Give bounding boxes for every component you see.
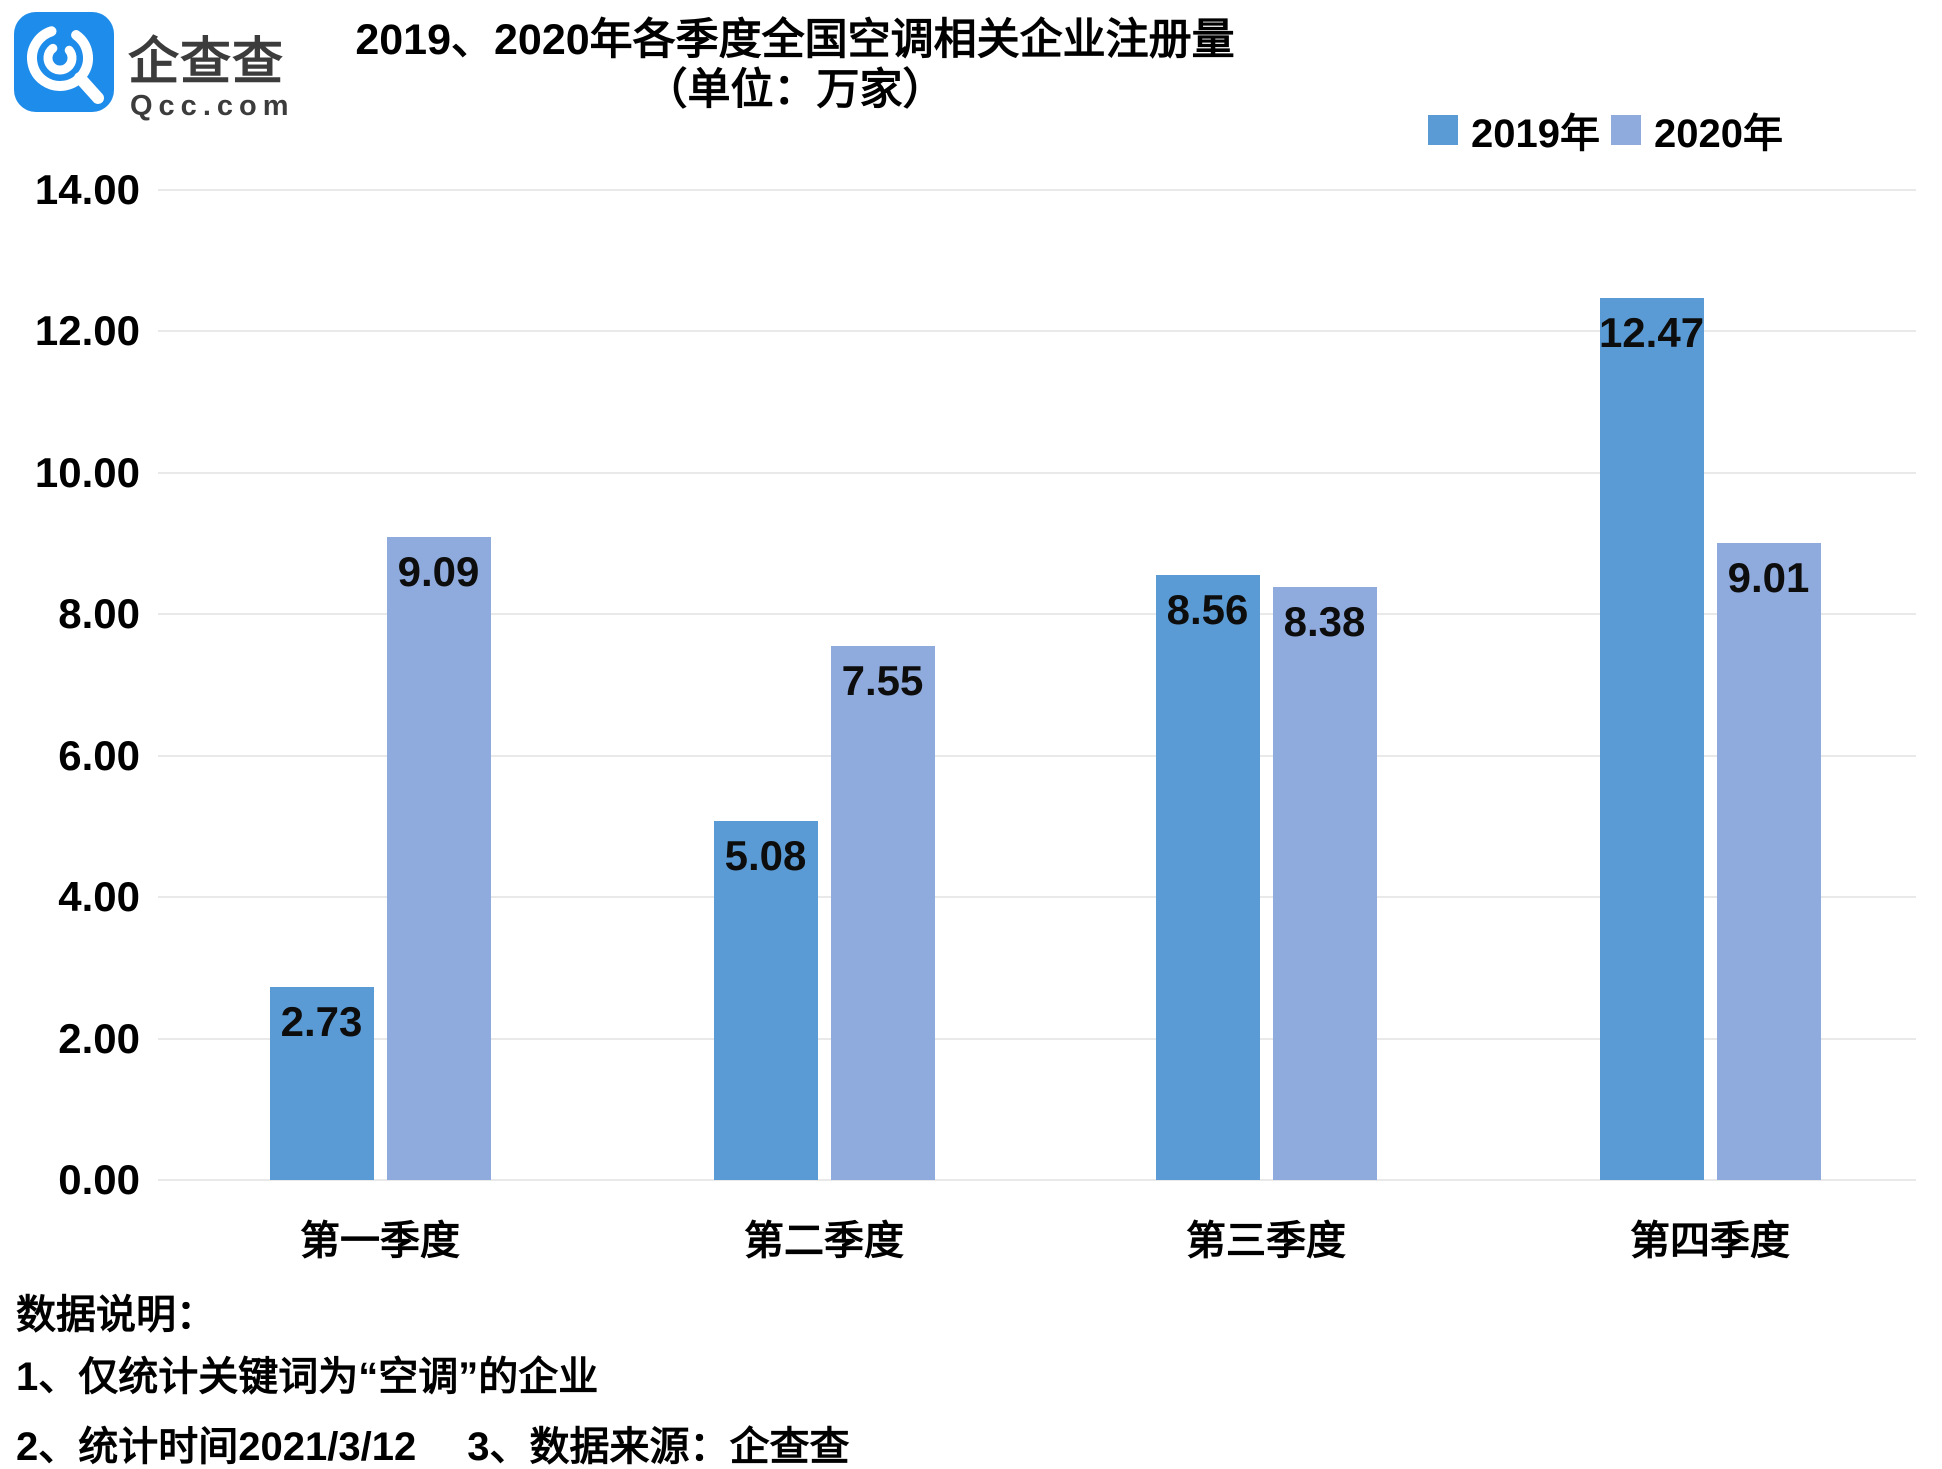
chart-subtitle: （单位：万家） (644, 66, 946, 114)
y-tick-label-10: 10.00 (34, 448, 140, 496)
legend-swatch-2019 (1428, 115, 1458, 145)
category-label-q3: 第三季度 (1186, 1219, 1346, 1263)
bar-2019年-q1 (269, 986, 374, 1180)
category-label-q2: 第二季度 (744, 1219, 904, 1263)
footer-note-2: 2、统计时间2021/3/12 3、数据来源：企查查 (16, 1425, 850, 1469)
footer-heading: 数据说明： (16, 1293, 216, 1337)
gridline-0 (158, 1179, 1916, 1181)
bar-value-label-2019年-q2: 5.08 (724, 831, 807, 879)
bar-value-label-2020年-q4: 9.01 (1727, 553, 1810, 601)
category-label-q1: 第一季度 (300, 1219, 460, 1263)
bar-2019年-q4 (1599, 298, 1704, 1180)
y-tick-label-14: 14.00 (34, 166, 140, 213)
gridline-8 (158, 613, 1916, 616)
gridline-14 (158, 189, 1916, 191)
bar-value-label-2020年-q3: 8.38 (1283, 598, 1366, 646)
bar-value-label-2019年-q4: 12.47 (1598, 309, 1705, 357)
legend-label-2019: 2019年 (1471, 112, 1600, 156)
brand-domain: Qcc.com (130, 90, 295, 122)
bar-value-label-2019年-q3: 8.56 (1166, 585, 1249, 633)
gridline-10 (158, 471, 1916, 474)
gridline-4 (158, 896, 1916, 899)
category-label-q4: 第四季度 (1630, 1219, 1790, 1263)
bar-2020年-q2 (830, 646, 935, 1180)
qcc-logo-icon (14, 12, 114, 112)
bar-value-label-2020年-q2: 7.55 (841, 657, 924, 705)
footer-note-1: 1、仅统计关键词为“空调”的企业 (16, 1355, 599, 1399)
chart-title: 2019、2020年各季度全国空调相关企业注册量 (355, 16, 1235, 64)
bar-value-label-2019年-q1: 2.73 (280, 997, 363, 1045)
legend-item-2020: 2020年 (1610, 101, 1783, 159)
gridline-12 (158, 330, 1916, 333)
bar-2019年-q2 (713, 820, 818, 1180)
y-tick-label-6: 6.00 (58, 731, 140, 779)
gridline-6 (158, 754, 1916, 757)
bar-2019年-q3 (1155, 574, 1260, 1180)
brand-name: 企查查 (128, 33, 285, 90)
legend-label-2020: 2020年 (1653, 112, 1783, 156)
y-tick-label-0: 0.00 (58, 1156, 140, 1203)
legend-swatch-2020 (1610, 115, 1641, 145)
y-tick-label-12: 12.00 (34, 307, 140, 355)
bar-value-label-2020年-q1: 9.09 (397, 548, 480, 596)
y-tick-label-2: 2.00 (58, 1014, 140, 1062)
y-tick-label-8: 8.00 (58, 590, 140, 638)
gridline-2 (158, 1037, 1916, 1040)
chart-legend: 2019年 2020年 (1428, 108, 1783, 156)
bar-2020年-q4 (1716, 542, 1821, 1180)
y-tick-label-4: 4.00 (58, 873, 140, 921)
legend-item-2019: 2019年 (1428, 101, 1600, 159)
bar-2020年-q3 (1272, 587, 1377, 1180)
bar-2020年-q1 (386, 537, 491, 1180)
